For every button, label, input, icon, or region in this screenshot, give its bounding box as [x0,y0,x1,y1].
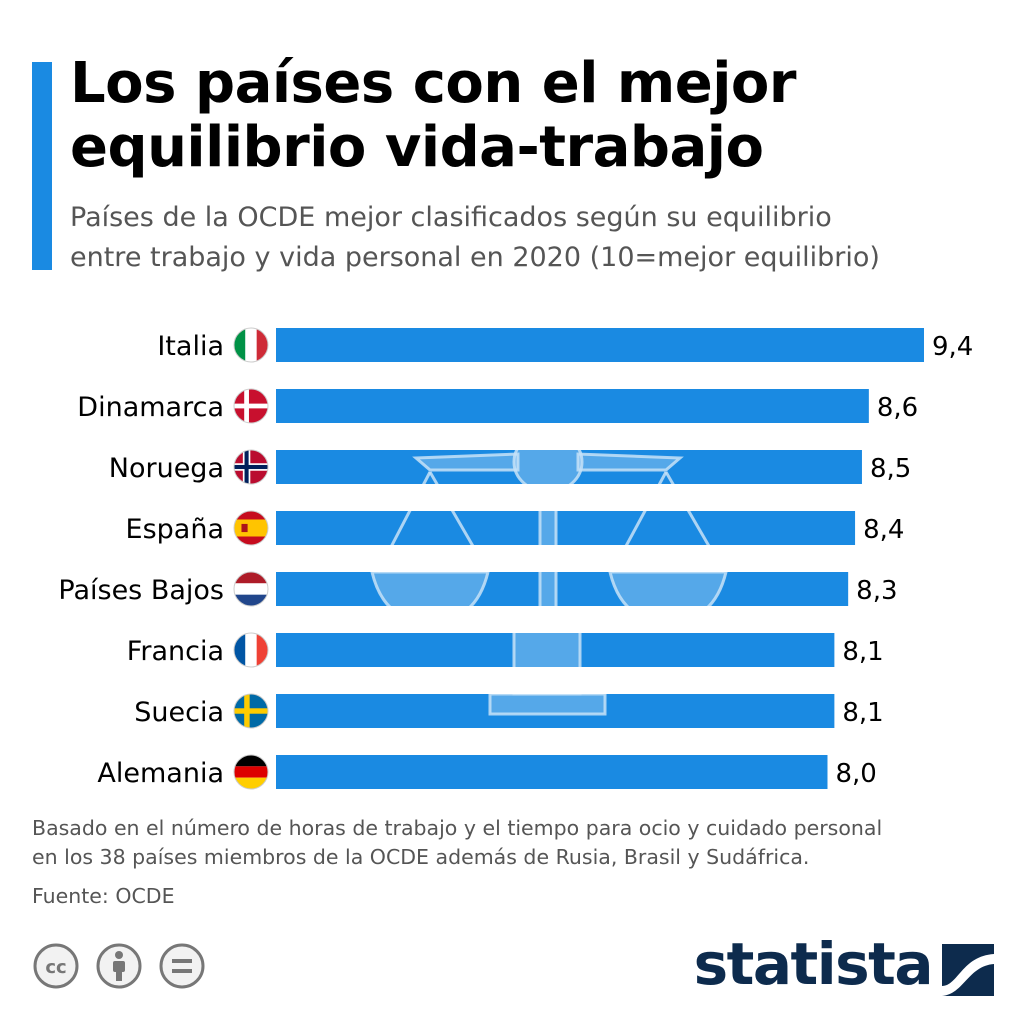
value-label: 8,5 [870,454,911,484]
flag-part [234,403,268,409]
bar [276,755,828,789]
bar-row: Alemania 8,0 [97,754,877,790]
flag-netherlands-icon [234,572,268,606]
value-label: 9,4 [932,332,973,362]
bar-chart: Italia 9,4 Dinamarca 8,6 Noruega 8,5 España 8,4… [58,327,973,790]
bar-row: Países Bajos 8,3 [58,571,898,607]
subtitle-line-2: entre trabajo y vida personal en 2020 (1… [70,242,880,273]
value-label: 8,4 [863,515,904,545]
bar-row: Francia 8,1 [127,632,884,668]
flag-part [234,328,246,362]
flag-outline [233,510,269,546]
flag-part [234,755,268,767]
subtitle-line-1: Países de la OCDE mejor clasificados seg… [70,202,832,233]
flag-part [234,708,268,714]
flag-part [234,583,268,595]
bar [276,694,835,728]
flag-outline [233,571,269,607]
bar-row: España 8,4 [126,510,904,546]
bar [276,633,835,667]
flag-norway-icon [234,450,268,484]
flag-part [241,523,248,533]
license-icons: cc [32,942,216,994]
title-line-1: Los países con el mejor [70,51,797,116]
flag-sweden-icon [234,694,268,728]
attribution-icon[interactable] [95,942,143,990]
balance-scale-icon [370,430,728,716]
flag-part [234,572,268,584]
bar [276,511,856,545]
statista-logo-icon [942,944,994,996]
flag-germany-icon [234,755,268,789]
footnote: Basado en el número de horas de trabajo … [32,814,1002,872]
flag-part [234,536,268,545]
flag-outline [233,754,269,790]
flag-part [245,633,257,667]
title-accent-bar [32,62,52,270]
bar [276,328,924,362]
flag-part [234,519,268,537]
brand-name: statista [693,930,934,998]
flag-part [256,328,268,362]
no-derivatives-icon[interactable] [158,942,206,990]
flag-part [245,328,257,362]
flag-italy-icon [234,328,268,362]
value-label: 8,3 [856,576,897,606]
bar-row: Noruega 8,5 [109,449,911,485]
category-label: Italia [157,331,224,362]
flag-part [234,633,246,667]
value-label: 8,0 [835,759,876,789]
value-label: 8,6 [877,393,918,423]
statista-brand[interactable]: statista [694,930,994,998]
flag-part [234,511,268,520]
page-title: Los países con el mejor equilibrio vida-… [70,52,1000,180]
bar-row: Dinamarca 8,6 [77,388,918,424]
flag-part [256,633,268,667]
category-label: Dinamarca [77,392,224,423]
flag-outline [233,327,269,363]
bar [276,572,849,606]
flag-outline [233,449,269,485]
footnote-line-2: en los 38 países miembros de la OCDE ade… [32,845,810,869]
flag-outline [233,388,269,424]
cc-icon[interactable]: cc [32,942,80,990]
category-label: Suecia [134,697,224,728]
bar-row: Italia 9,4 [157,327,973,363]
category-label: España [126,514,224,545]
category-label: Noruega [109,453,224,484]
flag-spain-icon [234,511,268,545]
value-label: 8,1 [842,637,883,667]
subtitle: Países de la OCDE mejor clasificados seg… [70,198,1010,278]
flag-part [234,777,268,789]
flag-part [234,464,268,470]
category-label: Francia [127,636,224,667]
flag-denmark-icon [234,389,268,423]
flag-outline [233,693,269,729]
title-line-2: equilibrio vida-trabajo [70,115,764,180]
flag-part [234,766,268,778]
flag-france-icon [234,633,268,667]
svg-text:cc: cc [45,957,66,978]
bar [276,389,869,423]
flag-outline [233,632,269,668]
bar-row: Suecia 8,1 [134,693,884,729]
bars-layer: Italia 9,4 Dinamarca 8,6 Noruega 8,5 España 8,4… [58,327,973,790]
footnote-line-1: Basado en el número de horas de trabajo … [32,816,883,840]
category-label: Alemania [97,758,224,789]
source-label: Fuente: OCDE [32,884,175,908]
bar [276,450,862,484]
flag-part [234,594,268,606]
value-label: 8,1 [842,698,883,728]
category-label: Países Bajos [58,575,224,606]
